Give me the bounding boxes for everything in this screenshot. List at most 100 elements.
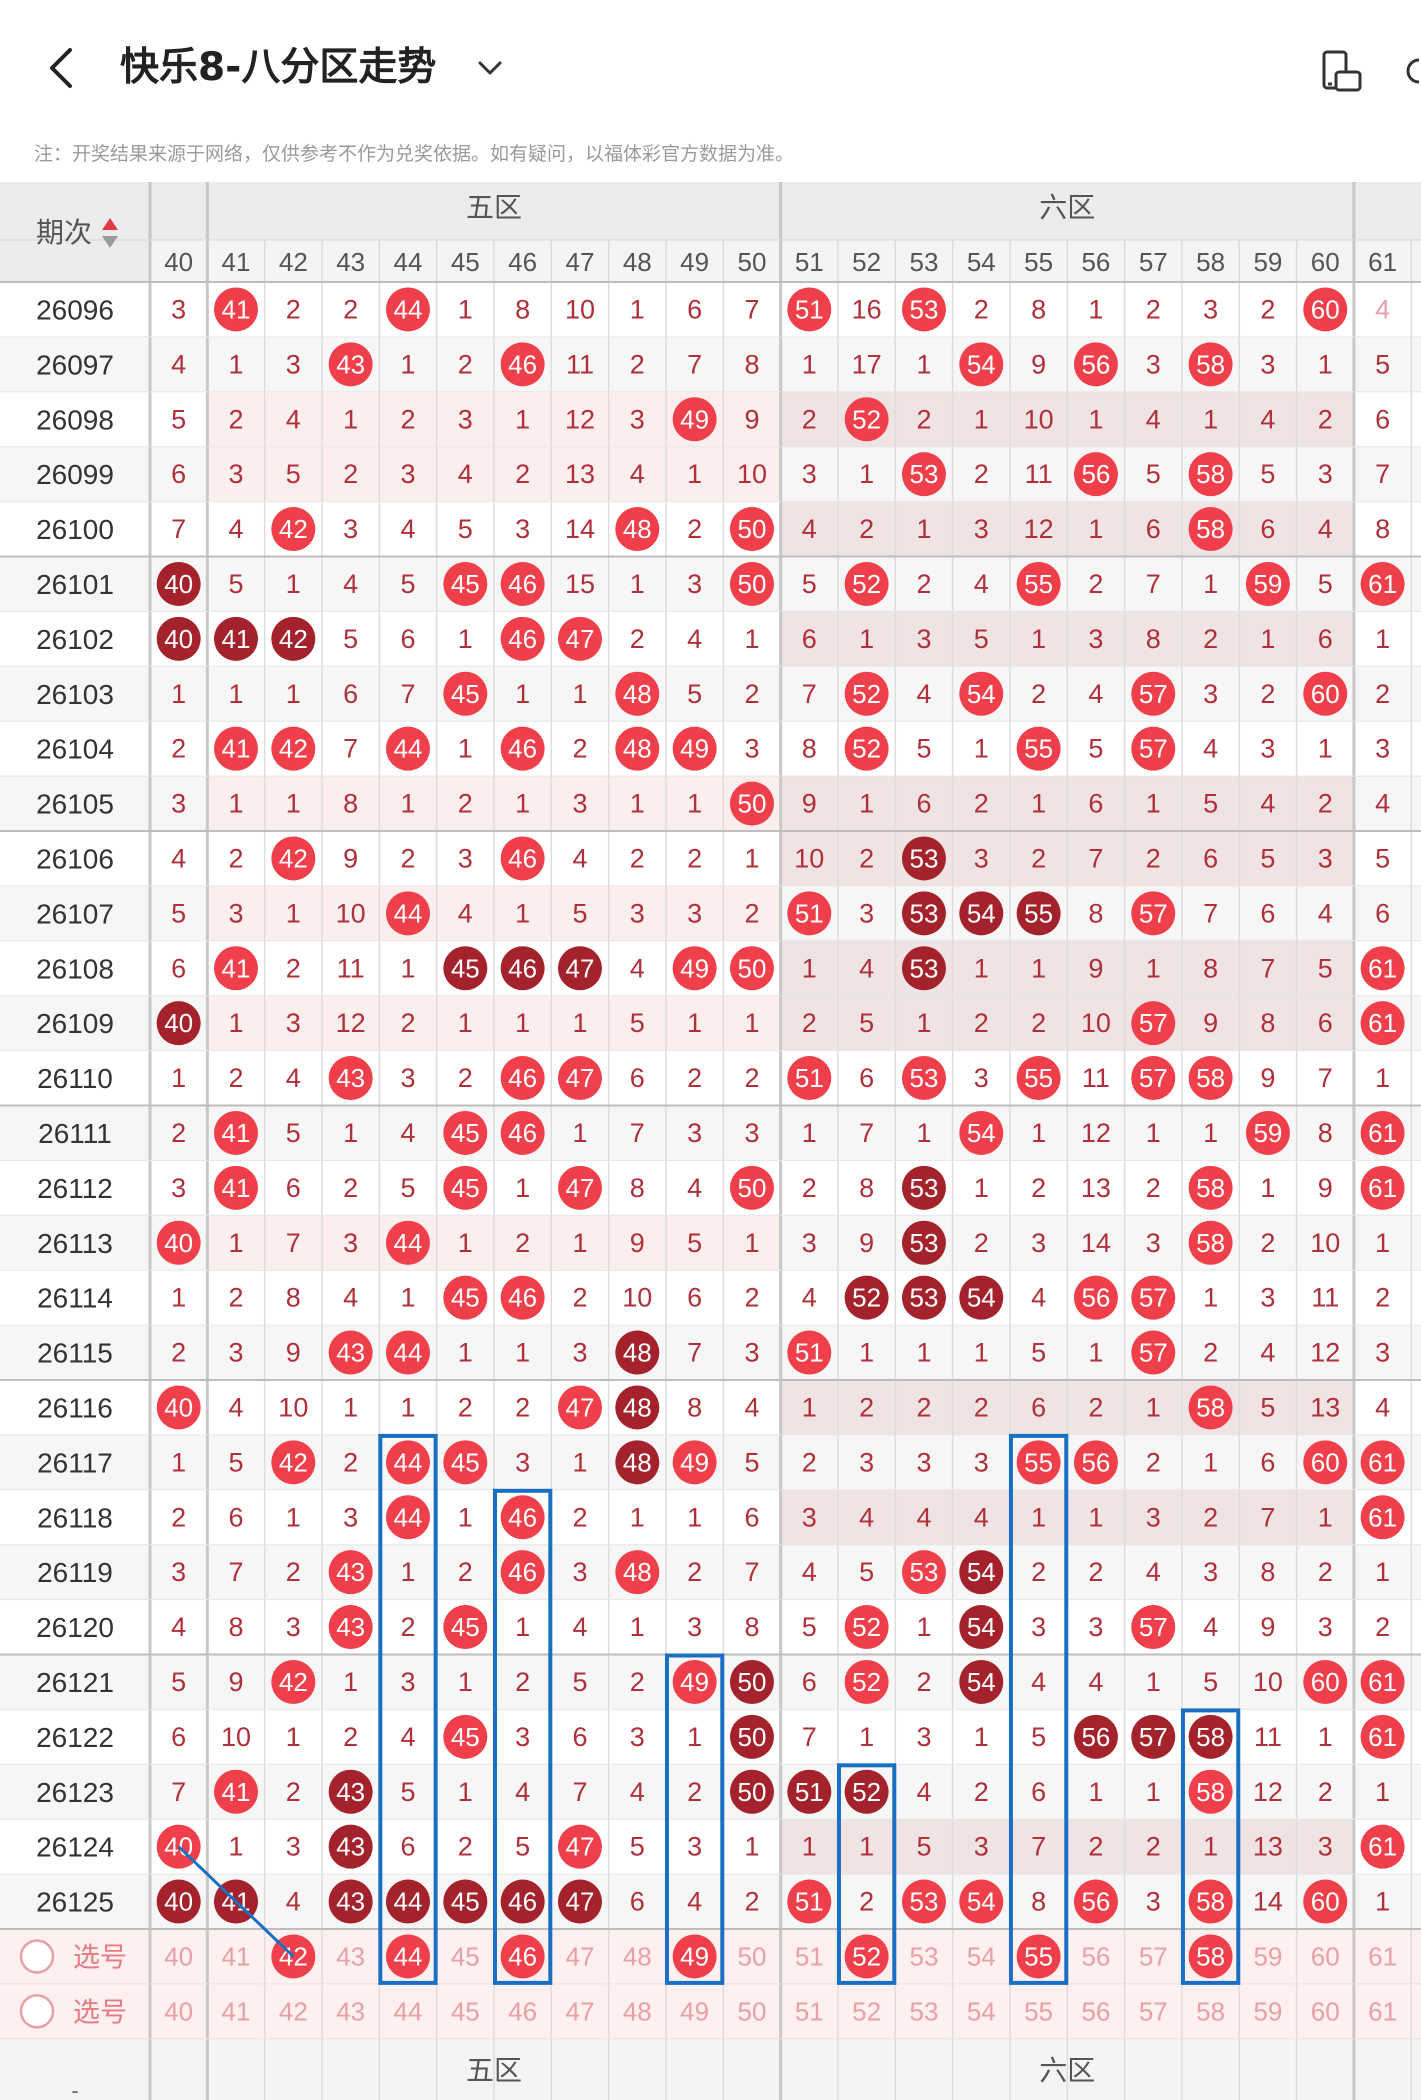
miss-count: 3: [228, 898, 243, 928]
select-number[interactable]: 50: [738, 1941, 767, 1971]
select-number[interactable]: 51: [795, 1941, 824, 1971]
miss-count: 1: [458, 1008, 473, 1038]
hit-ball: [1188, 1385, 1233, 1430]
miss-count: 1: [859, 789, 874, 819]
back-arrow-icon[interactable]: [44, 46, 80, 90]
picked-ball[interactable]: [844, 1934, 889, 1979]
select-number[interactable]: 40: [164, 1996, 193, 2026]
picked-ball[interactable]: [500, 1934, 545, 1979]
select-number[interactable]: 60: [1311, 1941, 1340, 1971]
select-number[interactable]: 47: [566, 1996, 595, 2026]
select-radio[interactable]: [19, 1994, 55, 2029]
select-number[interactable]: 59: [1253, 1996, 1282, 2026]
select-number[interactable]: 53: [909, 1996, 938, 2026]
miss-count: 5: [1318, 953, 1333, 983]
miss-count: 3: [630, 404, 645, 434]
picked-number[interactable]: 52: [852, 1941, 881, 1971]
picked-number[interactable]: 58: [1196, 1941, 1225, 1971]
miss-count: 4: [802, 1283, 817, 1313]
select-number[interactable]: 40: [164, 1941, 193, 1971]
select-number[interactable]: 56: [1081, 1941, 1110, 1971]
select-number[interactable]: 57: [1139, 1996, 1168, 2026]
select-number[interactable]: 56: [1081, 1996, 1110, 2026]
miss-count: 2: [744, 1887, 759, 1917]
picked-number[interactable]: 55: [1024, 1941, 1053, 1971]
hit-number: 57: [1139, 679, 1168, 709]
hit-ball: [844, 726, 889, 771]
select-label[interactable]: 选号: [73, 1997, 127, 2027]
picked-ball[interactable]: [1016, 1934, 1061, 1979]
select-number[interactable]: 41: [222, 1941, 251, 1971]
select-number[interactable]: 54: [967, 1941, 996, 1971]
row-background: [0, 1270, 1421, 1326]
select-label[interactable]: 选号: [73, 1942, 127, 1972]
miss-count: 1: [400, 789, 415, 819]
picked-number[interactable]: 49: [680, 1941, 709, 1971]
hit-ball: [328, 342, 373, 387]
hit-number: 50: [738, 1667, 767, 1697]
screen-rotate-icon[interactable]: [1318, 48, 1364, 94]
picked-ball[interactable]: [672, 1934, 717, 1979]
miss-count: 2: [228, 404, 243, 434]
select-number[interactable]: 48: [623, 1996, 652, 2026]
select-number[interactable]: 53: [909, 1941, 938, 1971]
hit-ball: [959, 671, 1004, 716]
miss-count: 1: [630, 569, 645, 599]
select-number[interactable]: 52: [852, 1996, 881, 2026]
select-number[interactable]: 49: [680, 1996, 709, 2026]
hit-number: 61: [1368, 569, 1397, 599]
picked-ball[interactable]: [385, 1934, 430, 1979]
select-number[interactable]: 43: [336, 1941, 365, 1971]
select-number[interactable]: 48: [623, 1941, 652, 1971]
select-number[interactable]: 61: [1368, 1941, 1397, 1971]
select-number[interactable]: 50: [738, 1996, 767, 2026]
select-number[interactable]: 59: [1253, 1941, 1282, 1971]
select-number[interactable]: 43: [336, 1996, 365, 2026]
miss-count: 5: [630, 1832, 645, 1862]
hit-ball: [328, 1550, 373, 1595]
picked-number[interactable]: 46: [508, 1941, 537, 1971]
select-number[interactable]: 57: [1139, 1941, 1168, 1971]
select-number[interactable]: 54: [967, 1996, 996, 2026]
page-title[interactable]: 快乐8-八分区走势: [120, 45, 437, 90]
hit-number: 45: [451, 1283, 480, 1313]
row-background: [0, 1544, 1421, 1600]
picked-number[interactable]: 44: [394, 1941, 423, 1971]
hit-number: 45: [451, 1722, 480, 1752]
hit-number: 43: [336, 349, 365, 379]
hit-ball: [1303, 1659, 1348, 1704]
select-number[interactable]: 51: [795, 1996, 824, 2026]
select-number[interactable]: 44: [394, 1996, 423, 2026]
select-number[interactable]: 46: [508, 1996, 537, 2026]
period-cell: 26123: [36, 1777, 114, 1808]
miss-count: 10: [1253, 1667, 1283, 1697]
miss-count: 1: [1318, 349, 1333, 379]
hit-ball: [500, 1056, 545, 1101]
select-number[interactable]: 55: [1024, 1996, 1053, 2026]
miss-count: 1: [916, 1008, 931, 1038]
miss-count: 1: [802, 953, 817, 983]
select-number[interactable]: 45: [451, 1996, 480, 2026]
chevron-down-icon[interactable]: [474, 52, 506, 84]
miss-count: 5: [400, 569, 415, 599]
select-number[interactable]: 42: [279, 1996, 308, 2026]
period-header[interactable]: 期次: [36, 217, 92, 248]
miss-count: 8: [228, 1612, 243, 1642]
select-radio[interactable]: [19, 1939, 55, 1974]
miss-count: 4: [1260, 404, 1275, 434]
miss-count: 4: [1031, 1283, 1046, 1313]
select-number[interactable]: 60: [1311, 1996, 1340, 2026]
hit-number: 46: [508, 624, 537, 654]
select-number[interactable]: 41: [222, 1996, 251, 2026]
miss-count: 6: [171, 1722, 186, 1752]
miss-count: 1: [1031, 1118, 1046, 1148]
select-number[interactable]: 45: [451, 1941, 480, 1971]
hit-ball: [787, 1879, 832, 1924]
select-number[interactable]: 58: [1196, 1996, 1225, 2026]
picked-ball[interactable]: [1188, 1934, 1233, 1979]
select-number[interactable]: 47: [566, 1941, 595, 1971]
miss-count: 2: [458, 789, 473, 819]
select-number[interactable]: 61: [1368, 1996, 1397, 2026]
sort-up-down-icon[interactable]: [102, 218, 118, 248]
miss-count: 6: [400, 624, 415, 654]
